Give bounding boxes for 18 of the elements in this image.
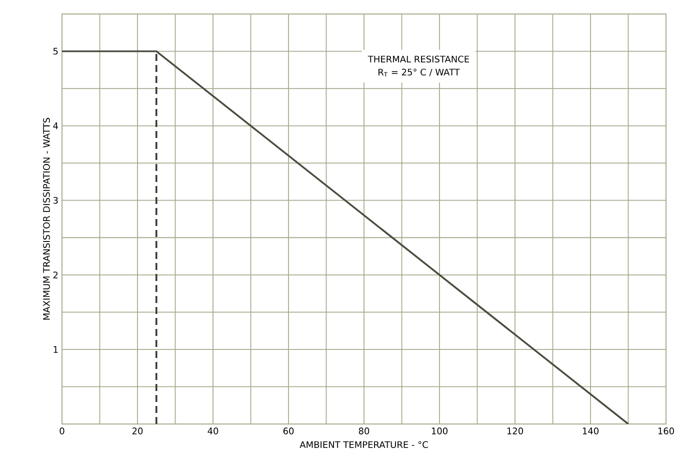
x-tick-label: 80	[358, 428, 370, 434]
y-tick-label: 2	[53, 272, 58, 278]
x-tick-label: 100	[432, 428, 448, 434]
y-tick-label: 3	[53, 196, 58, 204]
x-tick-label: 40	[208, 428, 218, 434]
x-tick-label: 160	[658, 428, 674, 434]
x-axis-title: AMBIENT TEMPERATURE - °C	[300, 441, 428, 448]
y-tick-label: 1	[54, 346, 58, 353]
y-tick-label: 4	[53, 122, 58, 130]
y-tick-label: 5	[53, 48, 58, 55]
x-tick-label: 140	[582, 428, 598, 434]
annotation: THERMAL RESISTANCE	[368, 56, 470, 63]
x-tick-label: 60	[283, 428, 294, 434]
x-tick-label: 120	[507, 428, 523, 434]
y-axis-title: MAXIMUM TRANSISTOR DISSIPATION - WATTS	[43, 118, 50, 320]
annotation: R$_{T}$ = 25° C / WATT	[378, 68, 460, 77]
x-tick-label: 0	[60, 428, 64, 434]
x-tick-label: 20	[132, 428, 143, 434]
